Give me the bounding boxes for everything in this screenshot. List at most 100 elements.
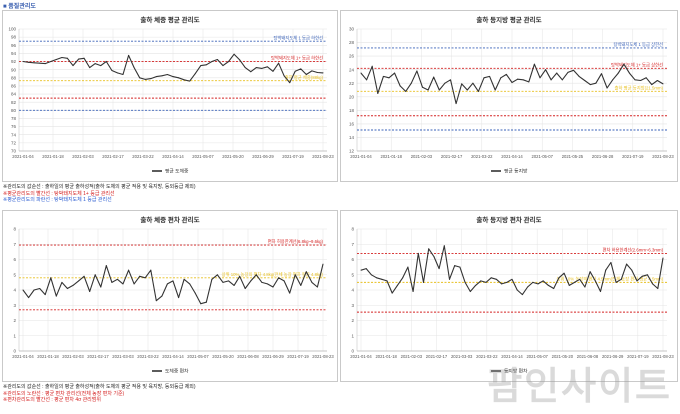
data-point bbox=[584, 286, 586, 288]
data-point bbox=[111, 69, 113, 71]
data-point bbox=[39, 287, 41, 289]
reference-line-label: 출하 평균 체중(88kg) bbox=[285, 74, 324, 81]
data-point bbox=[656, 80, 658, 82]
data-point bbox=[477, 90, 479, 92]
data-point bbox=[50, 277, 52, 279]
data-point bbox=[422, 281, 424, 283]
data-point bbox=[578, 75, 580, 77]
y-tick-label: 7 bbox=[13, 242, 16, 247]
data-point bbox=[72, 284, 74, 286]
data-point bbox=[305, 271, 307, 273]
data-point bbox=[133, 283, 135, 285]
x-tick-label: 2021-05-20 bbox=[552, 354, 574, 359]
x-tick-label: 2021-04-14 bbox=[501, 354, 523, 359]
data-point bbox=[657, 287, 659, 289]
data-point bbox=[116, 72, 118, 74]
data-point bbox=[278, 277, 280, 279]
y-tick-label: 78 bbox=[11, 116, 17, 121]
x-tick-label: 2021-01-04 bbox=[350, 154, 372, 159]
y-tick-label: 5 bbox=[13, 272, 16, 277]
y-tick-label: 6 bbox=[351, 257, 354, 262]
reference-line-label: 탕박돼지도체 1+ 등급 상한선 bbox=[611, 62, 663, 69]
y-tick-label: 2 bbox=[351, 318, 354, 323]
reference-line-label: 출하 평균 등지방(21.5mm) bbox=[615, 85, 664, 92]
y-tick-label: 98 bbox=[11, 35, 17, 40]
data-point bbox=[631, 269, 633, 271]
notes-bottom: ※관리도의 값순선 : 출하일의 평균 출하성적(출하 도체의 평균 적용 및 … bbox=[3, 384, 196, 404]
x-tick-label: 2021-01-18 bbox=[42, 154, 64, 159]
y-tick-label: 24 bbox=[349, 67, 355, 72]
data-point bbox=[449, 79, 451, 81]
data-point bbox=[494, 89, 496, 91]
data-point bbox=[44, 294, 46, 296]
x-tick-label: 2021-03-03 bbox=[112, 354, 134, 359]
data-point bbox=[459, 266, 461, 268]
x-tick-label: 2021-08-23 bbox=[312, 154, 334, 159]
data-point bbox=[489, 75, 491, 77]
y-tick-label: 96 bbox=[11, 43, 17, 48]
notes-top: ※관리도의 값순선 : 출하일의 평균 출하성적(출하 도체의 평균 적용 및 … bbox=[3, 184, 196, 204]
data-point bbox=[505, 73, 507, 75]
x-tick-label: 2021-06-29 bbox=[262, 354, 284, 359]
data-point bbox=[233, 53, 235, 55]
note-line: ※편차관리도의 빨간선 : 평균 편차 4σ 관리범위 bbox=[3, 397, 101, 403]
data-point bbox=[33, 289, 35, 291]
y-tick-label: 80 bbox=[11, 108, 17, 113]
data-point bbox=[278, 62, 280, 64]
data-point bbox=[558, 277, 560, 279]
data-point bbox=[454, 265, 456, 267]
data-point bbox=[573, 69, 575, 71]
data-point bbox=[399, 85, 401, 87]
y-tick-label: 88 bbox=[11, 75, 17, 80]
data-point bbox=[550, 79, 552, 81]
data-point bbox=[28, 61, 30, 63]
data-point bbox=[94, 274, 96, 276]
x-tick-label: 2021-06-08 bbox=[577, 354, 599, 359]
note-line: ※관리도의 노란선 : 평균 편차 관리선(전체 농장 편차 기준) bbox=[3, 390, 125, 397]
x-tick-label: 2021-06-28 bbox=[592, 154, 614, 159]
y-tick-label: 4 bbox=[13, 288, 16, 293]
y-tick-label: 82 bbox=[11, 100, 17, 105]
data-point bbox=[61, 281, 63, 283]
note-line: ※평균관리도의 빨간선 : 탕박돼지도체 1+ 등급 관리선 bbox=[3, 190, 115, 197]
data-point bbox=[377, 92, 379, 94]
data-point bbox=[161, 75, 163, 77]
data-point bbox=[178, 77, 180, 79]
data-point bbox=[233, 284, 235, 286]
data-point bbox=[250, 71, 252, 73]
data-point bbox=[122, 74, 124, 76]
data-point bbox=[211, 61, 213, 63]
data-point bbox=[261, 281, 263, 283]
reference-line-label: 편차 허용한계선(6.8kg~9.6kg) bbox=[268, 238, 324, 245]
data-point bbox=[511, 82, 513, 84]
x-tick-label: 2021-03-22 bbox=[137, 354, 159, 359]
data-point bbox=[100, 286, 102, 288]
data-point bbox=[553, 287, 555, 289]
data-point bbox=[542, 280, 544, 282]
x-tick-label: 2021-01-18 bbox=[375, 354, 397, 359]
data-point bbox=[22, 61, 24, 63]
data-point bbox=[78, 280, 80, 282]
data-point bbox=[376, 277, 378, 279]
x-tick-label: 2021-08-23 bbox=[652, 154, 674, 159]
x-tick-label: 2021-07-19 bbox=[622, 154, 644, 159]
data-point bbox=[410, 82, 412, 84]
data-point bbox=[568, 284, 570, 286]
data-point bbox=[55, 295, 57, 297]
data-point bbox=[417, 252, 419, 254]
data-point bbox=[527, 286, 529, 288]
chart-panel-backfat-deviation: 출하 등지방 편차 관리도 0 1 2 3 4 5 6 7 8 2021-01-04 2021-01-… bbox=[340, 210, 678, 382]
data-point bbox=[396, 284, 398, 286]
y-tick-label: 100 bbox=[8, 27, 16, 32]
data-point bbox=[178, 297, 180, 299]
data-point bbox=[433, 255, 435, 257]
x-tick-label: 2021-01-04 bbox=[12, 154, 34, 159]
x-tick-label: 2021-02-03 bbox=[62, 354, 84, 359]
data-point bbox=[662, 83, 664, 85]
x-tick-label: 2021-01-18 bbox=[37, 354, 59, 359]
data-point bbox=[628, 72, 630, 74]
chart-panel-backfat-average: 출하 등지방 평균 관리도 12 14 16 18 20 22 24 26 28 30 2021-01… bbox=[340, 10, 678, 182]
data-point bbox=[500, 77, 502, 79]
data-point bbox=[150, 78, 152, 80]
data-point bbox=[189, 283, 191, 285]
